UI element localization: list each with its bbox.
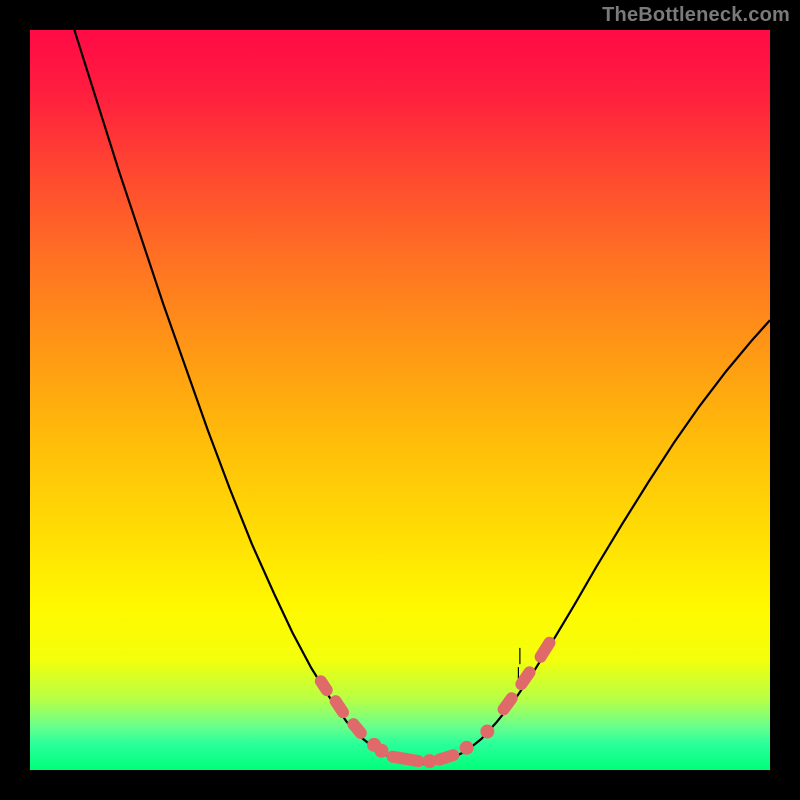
marker-capsule — [353, 724, 360, 733]
marker-dot — [375, 744, 389, 758]
marker-capsule — [439, 755, 453, 759]
watermark-text: TheBottleneck.com — [602, 4, 790, 27]
marker-capsule — [321, 681, 327, 690]
marker-capsule — [521, 672, 529, 684]
marker-dot — [460, 741, 474, 755]
marker-capsule — [393, 757, 419, 761]
bottleneck-curve-chart — [0, 0, 800, 800]
marker-capsule — [504, 698, 512, 709]
marker-capsule — [541, 643, 550, 657]
marker-dot — [480, 725, 494, 739]
plot-background-gradient — [30, 30, 770, 770]
chart-stage: TheBottleneck.com — [0, 0, 800, 800]
marker-capsule — [336, 701, 343, 712]
